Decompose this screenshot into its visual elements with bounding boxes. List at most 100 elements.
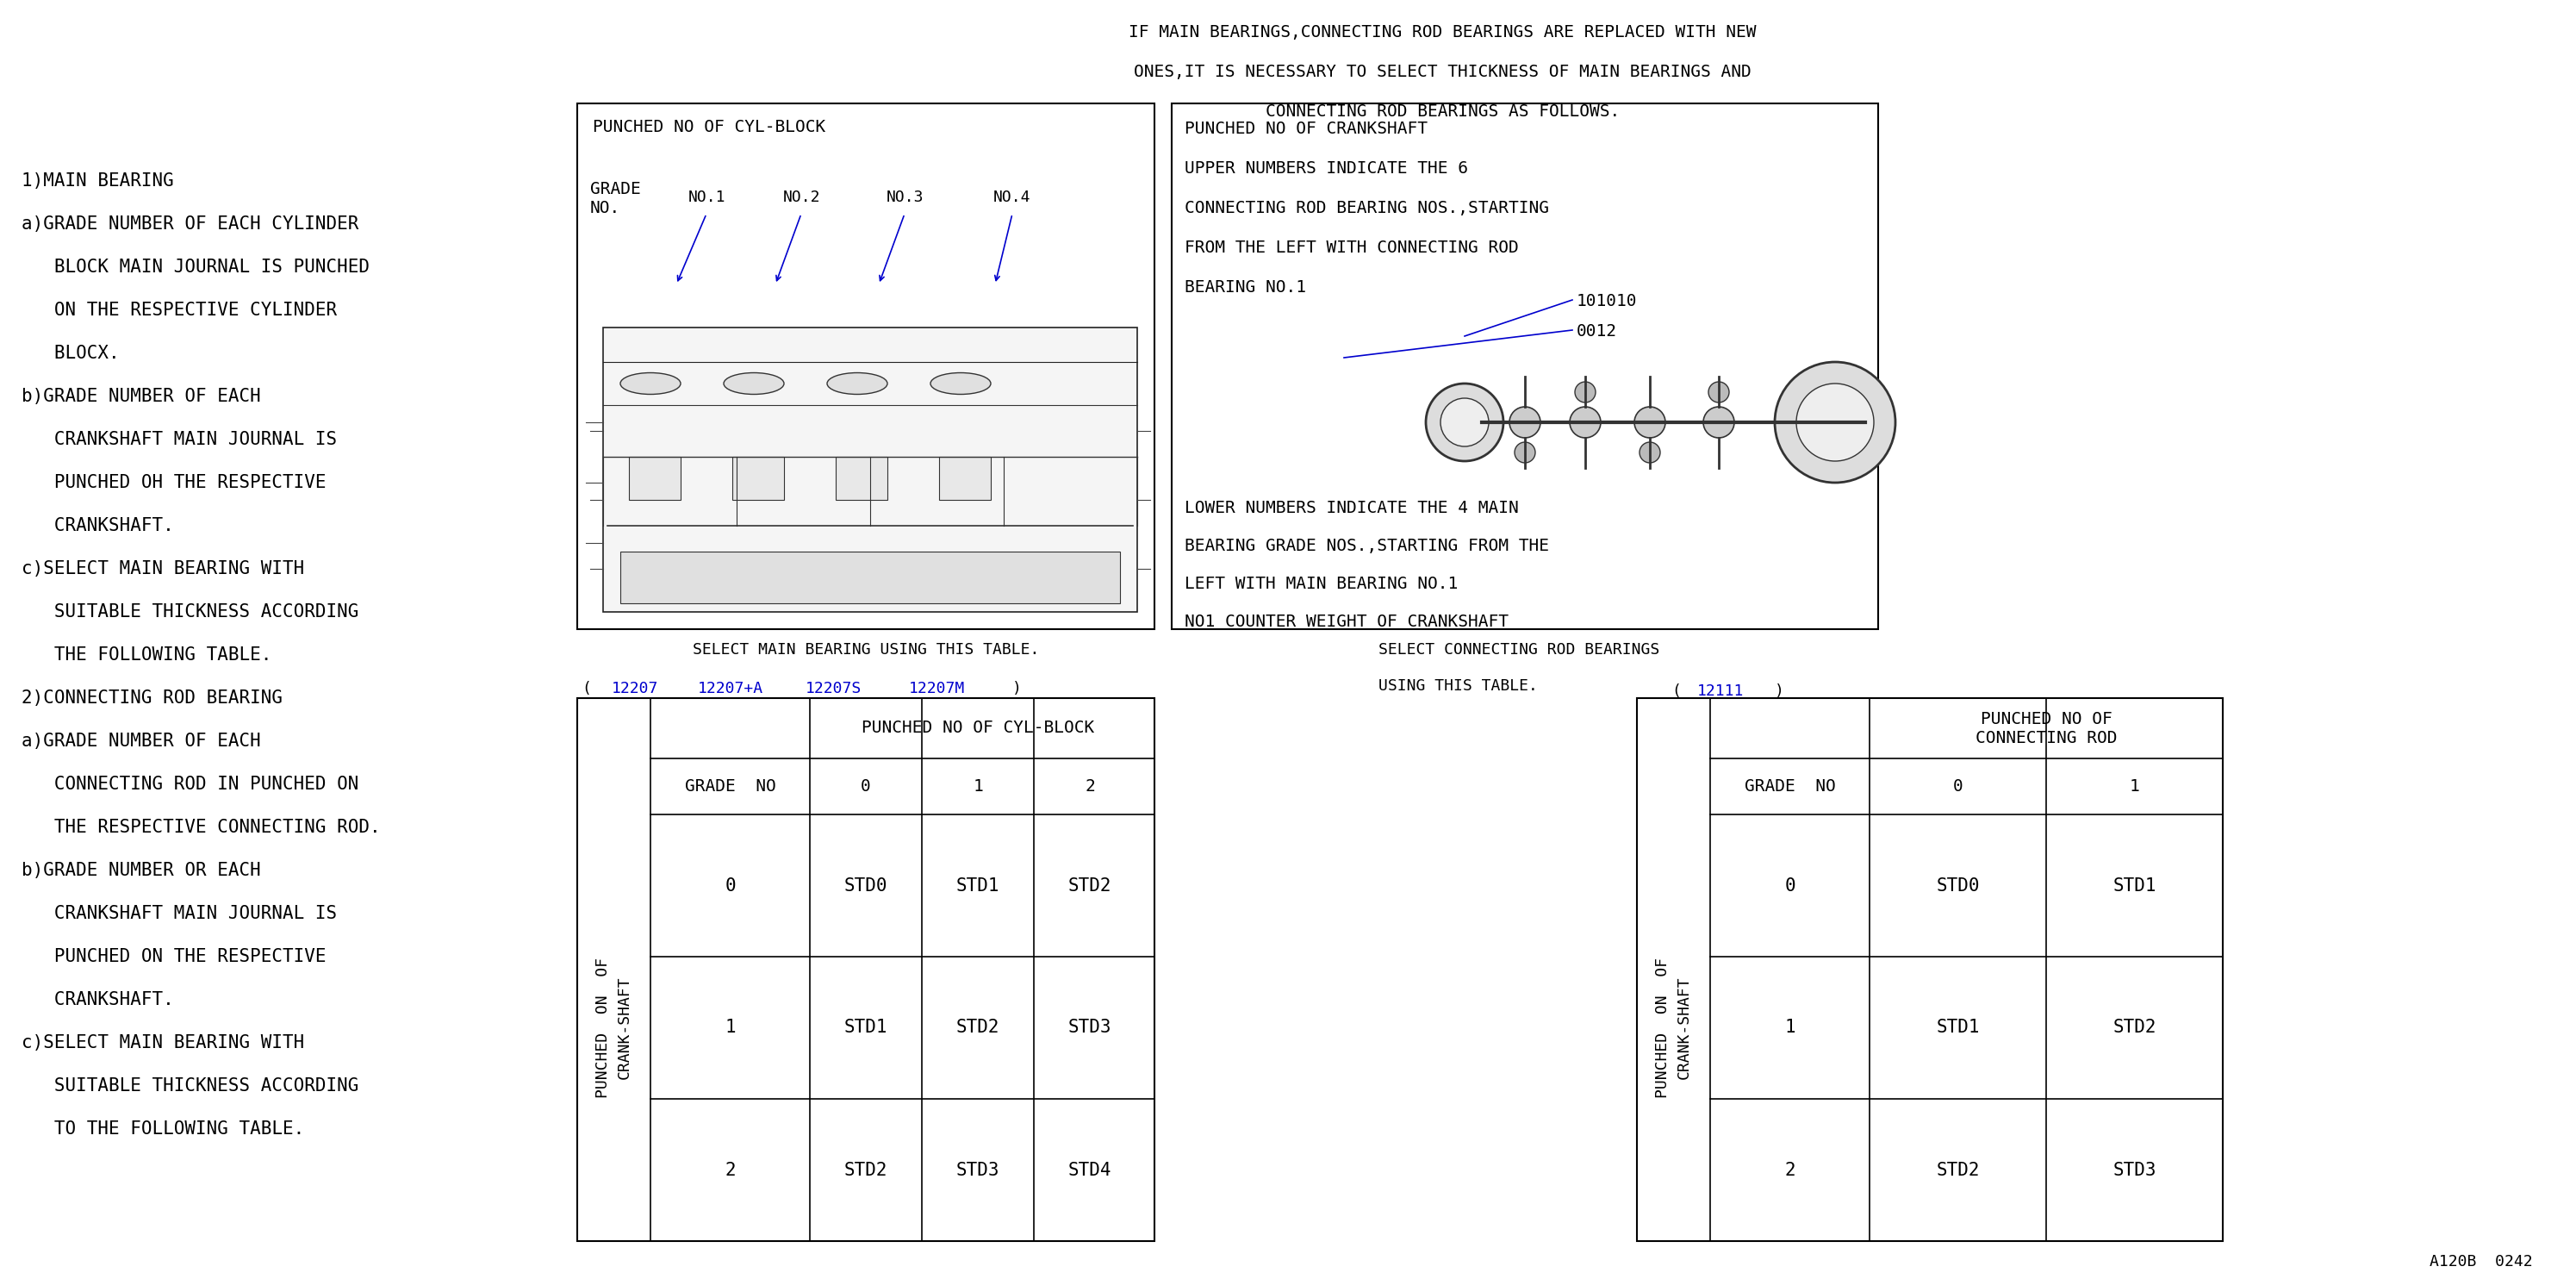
Text: A120B  0242: A120B 0242 [2429, 1253, 2532, 1270]
Text: PUNCHED ON THE RESPECTIVE: PUNCHED ON THE RESPECTIVE [21, 948, 327, 966]
Bar [940, 457, 992, 500]
Text: THE FOLLOWING TABLE.: THE FOLLOWING TABLE. [21, 646, 270, 664]
Text: CRANKSHAFT.: CRANKSHAFT. [21, 991, 173, 1008]
Text: 0012: 0012 [1577, 324, 1618, 339]
Ellipse shape [930, 372, 992, 394]
Text: PUNCHED  ON  OF
CRANK-SHAFT: PUNCHED ON OF CRANK-SHAFT [1654, 958, 1692, 1099]
Text: b)GRADE NUMBER OR EACH: b)GRADE NUMBER OR EACH [21, 862, 260, 879]
Text: CONNECTING ROD BEARING NOS.,STARTING: CONNECTING ROD BEARING NOS.,STARTING [1185, 200, 1548, 216]
Text: GRADE  NO: GRADE NO [1744, 778, 1834, 794]
Text: b)GRADE NUMBER OF EACH: b)GRADE NUMBER OF EACH [21, 388, 260, 405]
Text: 0: 0 [1953, 778, 1963, 794]
Text: NO.2: NO.2 [783, 189, 819, 205]
Bar [577, 698, 1154, 1241]
Circle shape [1510, 407, 1540, 437]
Text: GRADE  NO: GRADE NO [685, 778, 775, 794]
Text: CONNECTING ROD IN PUNCHED ON: CONNECTING ROD IN PUNCHED ON [21, 775, 358, 793]
Text: 12207+A: 12207+A [698, 680, 762, 696]
Ellipse shape [724, 372, 783, 394]
Text: 2: 2 [1084, 778, 1095, 794]
Text: STD1: STD1 [956, 877, 999, 894]
Text: STD1: STD1 [845, 1019, 889, 1036]
Bar [835, 457, 886, 500]
Circle shape [1633, 407, 1664, 437]
Text: NO.4: NO.4 [994, 189, 1030, 205]
Text: FROM THE LEFT WITH CONNECTING ROD: FROM THE LEFT WITH CONNECTING ROD [1185, 239, 1520, 256]
Text: 12207: 12207 [611, 680, 659, 696]
Text: STD2: STD2 [1069, 877, 1113, 894]
Text: STD2: STD2 [2112, 1019, 2156, 1036]
Text: 1)MAIN BEARING: 1)MAIN BEARING [21, 173, 173, 189]
Text: a)GRADE NUMBER OF EACH CYLINDER: a)GRADE NUMBER OF EACH CYLINDER [21, 215, 358, 233]
Bar [1172, 104, 1878, 629]
Text: ON THE RESPECTIVE CYLINDER: ON THE RESPECTIVE CYLINDER [21, 302, 337, 318]
Text: 2: 2 [1785, 1161, 1795, 1178]
Text: SUITABLE THICKNESS ACCORDING: SUITABLE THICKNESS ACCORDING [21, 604, 358, 620]
Text: CRANKSHAFT.: CRANKSHAFT. [21, 517, 173, 535]
Text: ONES,IT IS NECESSARY TO SELECT THICKNESS OF MAIN BEARINGS AND: ONES,IT IS NECESSARY TO SELECT THICKNESS… [1133, 64, 1752, 81]
Text: SELECT MAIN BEARING USING THIS TABLE.: SELECT MAIN BEARING USING THIS TABLE. [693, 642, 1038, 657]
Ellipse shape [827, 372, 886, 394]
Circle shape [1574, 382, 1595, 403]
Text: TO THE FOLLOWING TABLE.: TO THE FOLLOWING TABLE. [21, 1120, 304, 1137]
Ellipse shape [621, 372, 680, 394]
Text: STD3: STD3 [956, 1161, 999, 1178]
Text: ): ) [1775, 683, 1785, 698]
Text: STD4: STD4 [1069, 1161, 1113, 1178]
Text: PUNCHED NO OF CYL-BLOCK: PUNCHED NO OF CYL-BLOCK [592, 119, 824, 136]
Bar [732, 457, 783, 500]
Circle shape [1515, 443, 1535, 463]
Text: CONNECTING ROD BEARINGS AS FOLLOWS.: CONNECTING ROD BEARINGS AS FOLLOWS. [1265, 104, 1620, 120]
Text: 2)CONNECTING ROD BEARING: 2)CONNECTING ROD BEARING [21, 689, 283, 707]
Text: 12207M: 12207M [909, 680, 966, 696]
Text: 12207S: 12207S [806, 680, 863, 696]
Text: 1: 1 [1785, 1019, 1795, 1036]
Text: STD1: STD1 [2112, 877, 2156, 894]
Text: THE RESPECTIVE CONNECTING ROD.: THE RESPECTIVE CONNECTING ROD. [21, 819, 381, 836]
Text: PUNCHED NO OF CRANKSHAFT: PUNCHED NO OF CRANKSHAFT [1185, 120, 1427, 137]
Text: 1: 1 [724, 1019, 737, 1036]
Text: c)SELECT MAIN BEARING WITH: c)SELECT MAIN BEARING WITH [21, 560, 304, 577]
Text: CRANKSHAFT MAIN JOURNAL IS: CRANKSHAFT MAIN JOURNAL IS [21, 906, 337, 922]
Text: STD3: STD3 [2112, 1161, 2156, 1178]
Text: NO.1: NO.1 [688, 189, 726, 205]
Text: SUITABLE THICKNESS ACCORDING: SUITABLE THICKNESS ACCORDING [21, 1077, 358, 1095]
Text: NO1 COUNTER WEIGHT OF CRANKSHAFT: NO1 COUNTER WEIGHT OF CRANKSHAFT [1185, 614, 1510, 631]
Circle shape [1795, 384, 1873, 462]
Text: STD0: STD0 [845, 877, 889, 894]
Text: BEARING GRADE NOS.,STARTING FROM THE: BEARING GRADE NOS.,STARTING FROM THE [1185, 537, 1548, 554]
Text: 0: 0 [724, 877, 737, 894]
Text: 12111: 12111 [1698, 683, 1744, 698]
Text: 1: 1 [2130, 778, 2141, 794]
Circle shape [1427, 384, 1504, 462]
Text: 2: 2 [724, 1161, 737, 1178]
Text: CRANKSHAFT MAIN JOURNAL IS: CRANKSHAFT MAIN JOURNAL IS [21, 431, 337, 448]
Text: 0: 0 [860, 778, 871, 794]
Text: STD2: STD2 [845, 1161, 889, 1178]
Text: IF MAIN BEARINGS,CONNECTING ROD BEARINGS ARE REPLACED WITH NEW: IF MAIN BEARINGS,CONNECTING ROD BEARINGS… [1128, 24, 1757, 41]
Circle shape [1440, 398, 1489, 446]
Text: BLOCX.: BLOCX. [21, 345, 118, 362]
Text: UPPER NUMBERS INDICATE THE 6: UPPER NUMBERS INDICATE THE 6 [1185, 160, 1468, 177]
Text: PUNCHED  ON  OF
CRANK-SHAFT: PUNCHED ON OF CRANK-SHAFT [595, 958, 631, 1099]
Text: USING THIS TABLE.: USING THIS TABLE. [1378, 678, 1538, 693]
Text: NO.3: NO.3 [886, 189, 922, 205]
Text: 101010: 101010 [1577, 293, 1638, 310]
Text: PUNCHED NO OF CYL-BLOCK: PUNCHED NO OF CYL-BLOCK [860, 720, 1095, 737]
Bar [629, 457, 680, 500]
Text: BLOCK MAIN JOURNAL IS PUNCHED: BLOCK MAIN JOURNAL IS PUNCHED [21, 258, 368, 276]
Bar [603, 327, 1136, 611]
Text: SELECT CONNECTING ROD BEARINGS: SELECT CONNECTING ROD BEARINGS [1378, 642, 1659, 657]
Text: STD2: STD2 [1937, 1161, 1978, 1178]
Bar [1636, 698, 2223, 1241]
Text: STD1: STD1 [1937, 1019, 1978, 1036]
Text: BEARING NO.1: BEARING NO.1 [1185, 279, 1306, 295]
Text: LOWER NUMBERS INDICATE THE 4 MAIN: LOWER NUMBERS INDICATE THE 4 MAIN [1185, 500, 1520, 517]
Text: STD2: STD2 [956, 1019, 999, 1036]
Text: STD3: STD3 [1069, 1019, 1113, 1036]
Bar [621, 551, 1121, 604]
Text: PUNCHED NO OF
CONNECTING ROD: PUNCHED NO OF CONNECTING ROD [1976, 711, 2117, 746]
Text: 0: 0 [1785, 877, 1795, 894]
Text: a)GRADE NUMBER OF EACH: a)GRADE NUMBER OF EACH [21, 733, 260, 749]
Text: STD0: STD0 [1937, 877, 1978, 894]
